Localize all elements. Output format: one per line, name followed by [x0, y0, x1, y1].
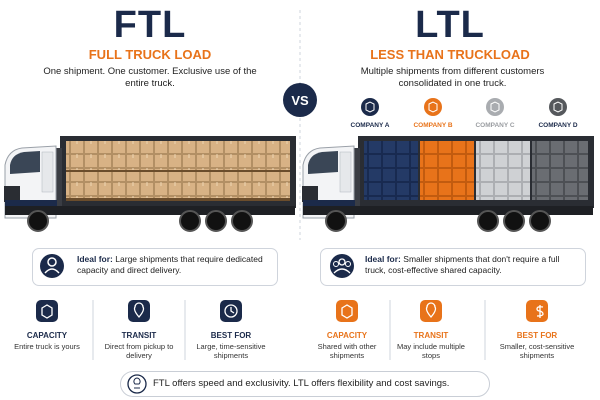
ltl-subtitle: LESS THAN TRUCKLOAD	[370, 47, 530, 62]
vs-badge	[283, 83, 317, 117]
ideal-label: Ideal for:	[77, 254, 113, 264]
company-label: COMPANY B	[413, 122, 453, 129]
footer-text: FTL offers speed and exclusivity. LTL of…	[153, 378, 450, 389]
company-icons	[361, 98, 567, 116]
ftl-truck	[3, 135, 297, 232]
ideal-label: Ideal for:	[365, 254, 401, 264]
feature-title: BEST FOR	[210, 331, 252, 340]
company-label: COMPANY A	[350, 122, 390, 129]
vs-label: VS	[291, 93, 309, 108]
ltl-truck	[301, 135, 595, 232]
footer: FTL offers speed and exclusivity. LTL of…	[120, 371, 490, 397]
feature-title: BEST FOR	[516, 331, 558, 340]
ftl-subtitle: FULL TRUCK LOAD	[88, 47, 212, 62]
ftl-description: One shipment. One customer. Exclusive us…	[43, 66, 257, 89]
ftl-title: FTL	[113, 4, 187, 46]
feature-title: TRANSIT	[413, 331, 449, 340]
ftl-ideal: Ideal for: Large shipments that require …	[32, 248, 278, 286]
feature-text: Large, time-sensitive shipments	[196, 342, 266, 360]
feature-icons	[36, 300, 548, 360]
feature-text: May include multiple stops	[397, 342, 465, 360]
ltl-title: LTL	[415, 4, 485, 46]
ideal-text: Smaller shipments that don't require a f…	[365, 254, 560, 275]
ltl-description: Multiple shipments from different custom…	[360, 66, 545, 89]
feature-text: Entire truck is yours	[14, 342, 80, 351]
company-label: COMPANY C	[475, 122, 515, 129]
feature-text: Shared with other shipments	[317, 342, 377, 360]
feature-title: CAPACITY	[326, 331, 368, 340]
feature-title: CAPACITY	[26, 331, 68, 340]
ideal-icons	[40, 254, 354, 278]
feature-text: Direct from pickup to delivery	[104, 342, 174, 360]
feature-text: Smaller, cost-sensitive shipments	[499, 342, 575, 360]
company-label: COMPANY D	[538, 122, 578, 129]
ltl-ideal: Ideal for: Smaller shipments that don't …	[320, 248, 586, 286]
feature-title: TRANSIT	[121, 331, 157, 340]
ideal-text: Large shipments that require dedicated c…	[77, 254, 263, 275]
